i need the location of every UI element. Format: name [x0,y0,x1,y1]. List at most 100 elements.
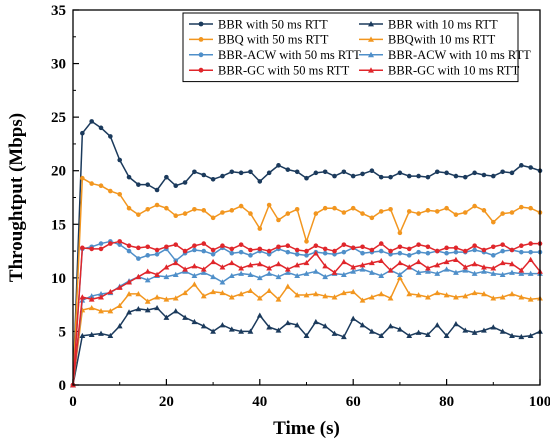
series-8 [70,250,543,388]
data-point [434,209,440,214]
data-point [275,296,282,302]
data-point [182,314,188,320]
data-point [434,322,441,328]
data-point [499,328,506,334]
data-point [359,266,366,272]
data-point [154,247,160,253]
data-point [416,249,421,255]
data-point [126,243,132,249]
data-point [98,330,104,336]
data-point [406,332,413,339]
data-point [500,248,505,254]
data-point [341,210,347,215]
data-point [98,183,104,189]
data-point [201,208,207,213]
data-point [378,332,385,339]
data-point [518,294,525,300]
data-point [360,211,365,216]
data-point [434,248,440,254]
data-point [229,246,235,252]
data-point [284,266,291,272]
data-point [80,130,85,136]
data-point [350,264,357,270]
data-point [145,253,151,258]
data-point [491,173,496,179]
data-point [416,242,421,247]
data-point [210,251,216,257]
data-point [154,202,160,208]
data-point [509,170,515,176]
data-point [491,253,496,258]
data-point [238,242,244,247]
data-point [472,203,477,209]
x-axis-title: Time (s) [273,418,340,439]
data-point [276,163,281,168]
data-point [294,292,301,298]
data-point [491,219,496,225]
series-2 [70,304,543,388]
y-tick-label: 0 [59,378,67,394]
data-point [406,253,412,258]
data-point [248,247,253,253]
data-point [406,246,412,252]
data-point [509,332,515,339]
data-point [341,249,347,255]
data-point [228,259,235,266]
data-point [200,293,207,299]
data-point [98,308,104,314]
data-point [425,294,431,300]
data-point [453,294,459,300]
data-point [350,205,356,211]
data-point [481,264,487,270]
data-point [425,268,431,274]
data-point [135,291,142,297]
data-point [388,251,393,257]
data-point [266,170,272,176]
legend-marker [198,21,204,27]
data-point [360,244,365,250]
data-point [117,191,122,197]
x-tick-label: 20 [159,394,174,410]
data-point [163,314,170,320]
data-point [173,183,179,189]
data-point [443,332,450,339]
data-point [499,259,506,266]
data-point [294,272,301,279]
data-point [284,269,291,275]
data-point [284,283,291,289]
data-point [472,170,477,176]
legend-item: BBQ with 50 ms RTT [189,33,329,47]
data-point [387,323,394,329]
y-tick-label: 15 [51,217,66,233]
y-tick-label: 25 [51,110,66,126]
data-point [144,277,151,283]
data-point [80,245,85,251]
data-point [406,173,412,179]
data-point [368,294,375,300]
y-tick-label: 10 [51,271,66,287]
data-point [509,261,515,267]
data-point [312,318,319,325]
data-point [518,270,525,276]
data-point [172,295,179,301]
data-point [201,248,207,254]
data-point [210,215,216,221]
data-point [369,247,375,253]
data-point [136,182,141,187]
data-point [210,258,216,265]
data-point [332,248,337,254]
data-point [378,209,384,214]
data-point [471,270,478,276]
data-point [528,165,533,170]
data-point [378,248,384,254]
data-point [415,269,422,275]
data-point [294,322,301,328]
data-point [247,271,254,277]
data-point [256,312,263,318]
data-point [397,271,403,277]
data-point [378,257,385,264]
data-point [528,249,533,255]
data-point [397,274,403,281]
data-point [144,307,151,313]
series-line [72,266,540,386]
